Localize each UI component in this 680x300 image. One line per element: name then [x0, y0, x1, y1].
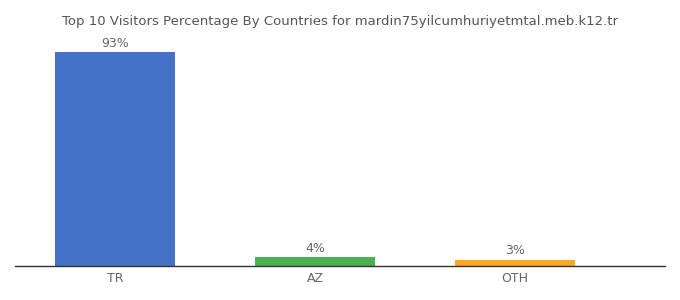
Bar	[455, 260, 575, 266]
Bar	[255, 257, 375, 266]
Text: 4%: 4%	[305, 242, 325, 255]
Text: 3%: 3%	[505, 244, 525, 257]
Text: 93%: 93%	[101, 37, 129, 50]
Title: Top 10 Visitors Percentage By Countries for mardin75yilcumhuriyetmtal.meb.k12.tr: Top 10 Visitors Percentage By Countries …	[62, 15, 618, 28]
Bar	[55, 52, 175, 266]
